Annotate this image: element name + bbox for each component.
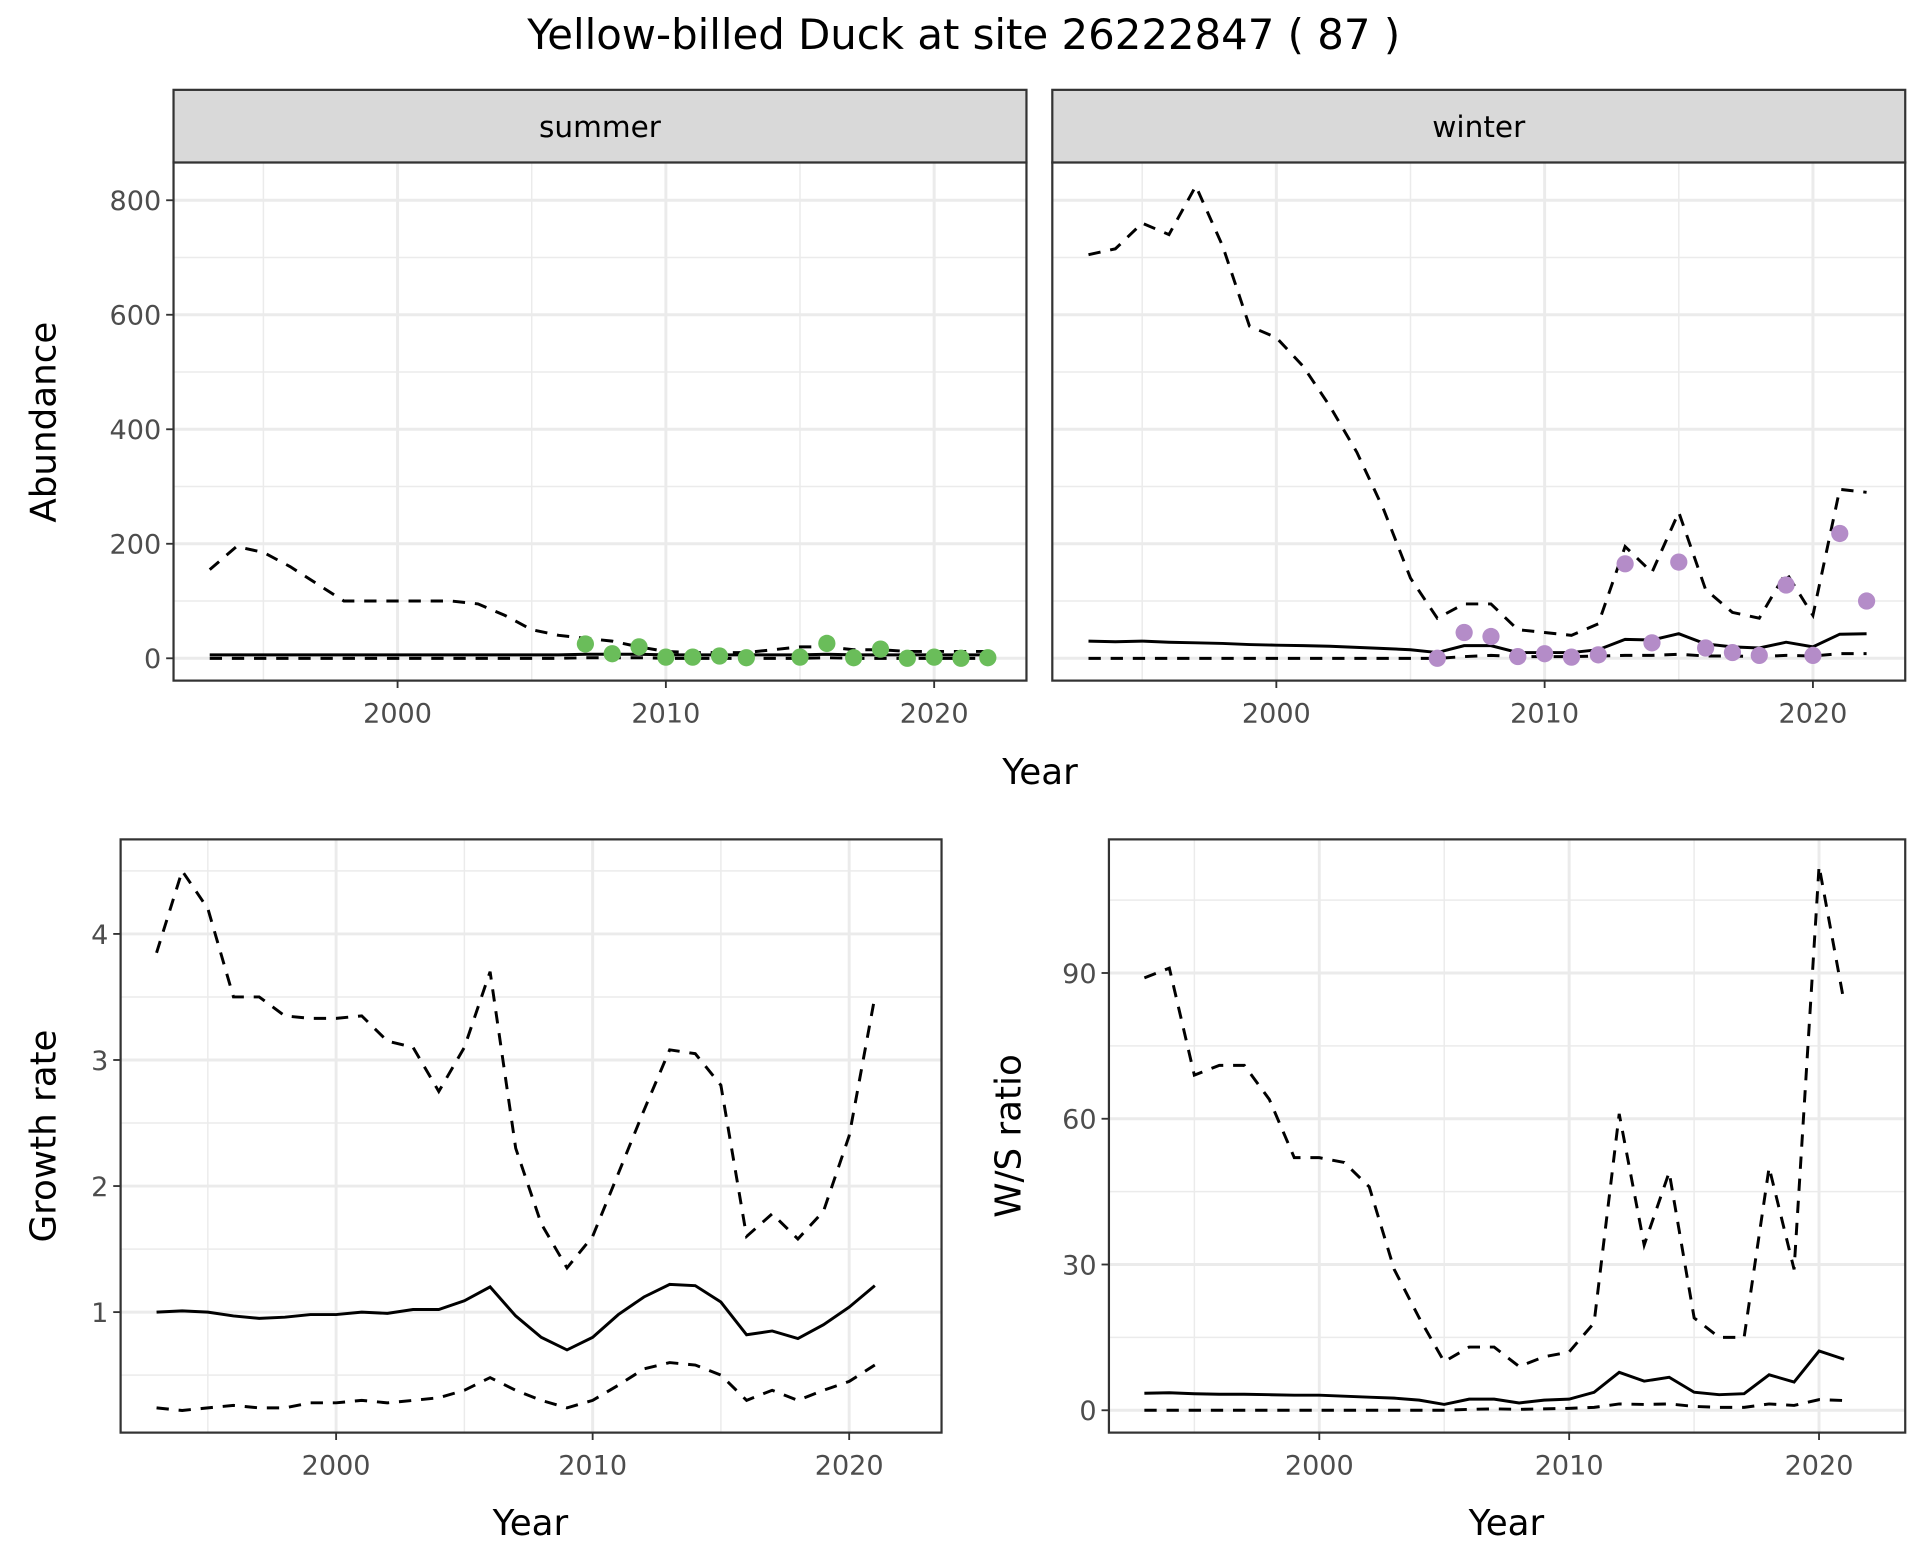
summer-data-point bbox=[603, 645, 621, 663]
growth-mean-line bbox=[156, 1282, 876, 1352]
winter-data-point bbox=[1536, 645, 1554, 663]
summer-data-point bbox=[898, 649, 916, 667]
winter-data-point bbox=[1455, 623, 1473, 642]
panel-winter: 2000 2010 2020 winter bbox=[1051, 88, 1907, 729]
summer-data-point bbox=[952, 649, 970, 667]
summer-data-point bbox=[657, 648, 675, 666]
y-tick-label: 200 bbox=[110, 530, 162, 561]
y-tick-label: 30 bbox=[1062, 1250, 1096, 1281]
x-tick-label: 2010 bbox=[1510, 698, 1579, 729]
plot-background bbox=[173, 162, 1027, 681]
facet-strip-label: winter bbox=[1432, 110, 1526, 144]
winter-data-point bbox=[1562, 648, 1581, 666]
ratio-mean-line bbox=[1144, 1349, 1845, 1406]
x-tick-label: 2010 bbox=[1535, 1450, 1604, 1481]
winter-data-point bbox=[1643, 634, 1661, 652]
ratio-upper-bound-line bbox=[1143, 865, 1846, 1369]
panel-summer: 2000 2010 2020 0 200 400 600 800 summer bbox=[110, 88, 1028, 729]
winter-data-point bbox=[1428, 649, 1446, 667]
summer-data-point bbox=[979, 649, 997, 667]
winter-data-point bbox=[1804, 646, 1822, 665]
chart-title: Yellow-billed Duck at site 26222847 ( 87… bbox=[526, 10, 1400, 59]
growth-lower-bound-line bbox=[156, 1361, 876, 1412]
x-tick-label: 2000 bbox=[363, 698, 432, 729]
plot-background bbox=[1052, 162, 1906, 681]
summer-mean-line bbox=[209, 652, 988, 657]
x-tick-label: 2000 bbox=[1285, 1450, 1354, 1481]
winter-data-point bbox=[1509, 647, 1527, 666]
summer-data-point bbox=[791, 648, 809, 666]
winter-data-point bbox=[1831, 524, 1849, 543]
x-tick-label: 2010 bbox=[558, 1450, 627, 1481]
x-tick-label: 2020 bbox=[815, 1450, 884, 1481]
y-tick-label: 60 bbox=[1062, 1105, 1096, 1136]
facet-strip-label: summer bbox=[539, 110, 662, 144]
growth-y-axis-title: Growth rate bbox=[23, 1029, 64, 1242]
summer-data-point bbox=[925, 648, 943, 666]
facet-strip bbox=[1051, 88, 1907, 164]
winter-data-point bbox=[1857, 592, 1876, 610]
summer-data-point bbox=[818, 634, 836, 653]
plot-background bbox=[120, 839, 942, 1433]
summer-data-point bbox=[871, 640, 890, 658]
ratio-y-axis-title: W/S ratio bbox=[988, 1054, 1029, 1218]
summer-data-point bbox=[737, 649, 755, 667]
growth-x-axis-title: Year bbox=[492, 1503, 569, 1544]
plot-background bbox=[1108, 839, 1906, 1433]
panel-border bbox=[119, 838, 943, 1434]
y-tick-label: 600 bbox=[110, 301, 162, 332]
summer-data-point bbox=[630, 638, 648, 656]
y-tick-label: 90 bbox=[1062, 959, 1096, 990]
top-x-axis-title: Year bbox=[1001, 752, 1078, 793]
winter-data-point bbox=[1616, 555, 1634, 573]
winter-data-point bbox=[1482, 627, 1500, 646]
x-tick-label: 2000 bbox=[1242, 698, 1311, 729]
winter-data-point bbox=[1670, 553, 1688, 571]
y-tick-label: 400 bbox=[110, 415, 162, 446]
panel-border bbox=[1107, 838, 1907, 1434]
x-tick-label: 2020 bbox=[900, 698, 969, 729]
ratio-x-axis-title: Year bbox=[1468, 1503, 1545, 1544]
y-tick-label: 3 bbox=[91, 1046, 108, 1077]
winter-data-point bbox=[1750, 646, 1768, 665]
winter-data-point bbox=[1697, 639, 1715, 657]
y-tick-label: 0 bbox=[1079, 1396, 1096, 1427]
x-tick-label: 2020 bbox=[1785, 1450, 1854, 1481]
winter-data-point bbox=[1723, 643, 1742, 662]
top-y-axis-title: Abundance bbox=[23, 322, 64, 523]
growth-upper-bound-line bbox=[155, 867, 877, 1271]
x-tick-label: 2010 bbox=[631, 698, 700, 729]
y-tick-label: 2 bbox=[91, 1172, 108, 1203]
y-tick-label: 1 bbox=[91, 1298, 108, 1329]
winter-upper-bound-line bbox=[1088, 182, 1867, 637]
y-tick-label: 800 bbox=[110, 186, 162, 217]
winter-data-point bbox=[1777, 576, 1795, 594]
ratio-lower-bound-line bbox=[1144, 1398, 1845, 1412]
winter-data-point bbox=[1589, 646, 1607, 664]
summer-data-point bbox=[684, 648, 702, 666]
summer-data-point bbox=[576, 635, 594, 653]
summer-data-point bbox=[845, 649, 863, 667]
summer-data-point bbox=[710, 647, 729, 665]
x-tick-label: 2000 bbox=[302, 1450, 371, 1481]
facet-strip bbox=[172, 88, 1028, 164]
panel-growth: 2000 2010 2020 1 2 3 4 bbox=[91, 838, 943, 1481]
x-tick-label: 2020 bbox=[1778, 698, 1847, 729]
y-tick-label: 0 bbox=[144, 644, 161, 675]
y-tick-label: 4 bbox=[91, 920, 108, 951]
panel-ratio: 2000 2010 2020 0 30 60 90 bbox=[1062, 838, 1907, 1481]
